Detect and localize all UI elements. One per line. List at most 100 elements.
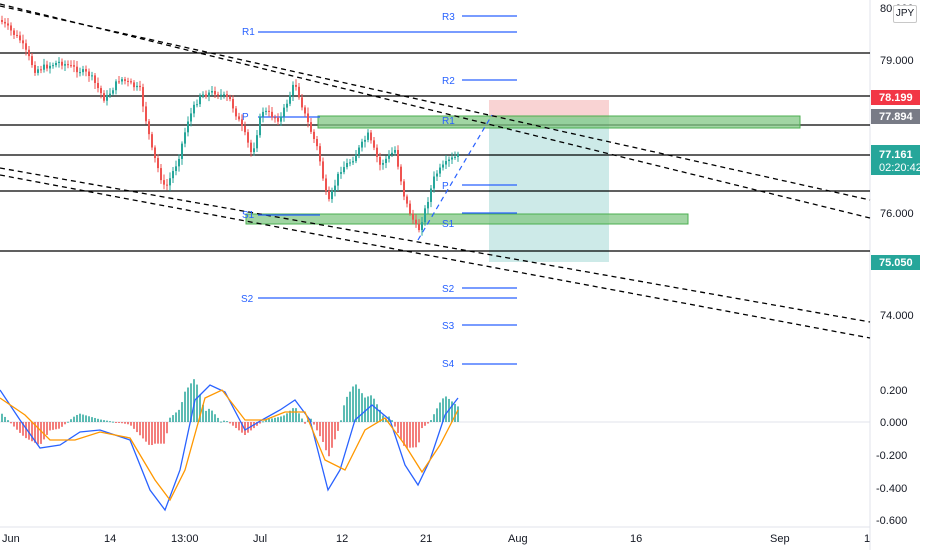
pivot-label-r3: R3 (442, 12, 455, 23)
candle-body (19, 35, 21, 41)
candle-body (304, 107, 306, 114)
macd-histogram-bar (373, 398, 375, 422)
candle-body (97, 82, 99, 89)
pivot-label-s2: S2 (442, 284, 455, 295)
candle-body (61, 61, 63, 66)
macd-histogram-bar (199, 394, 201, 422)
macd-histogram-bar (52, 422, 54, 430)
candle-body (232, 98, 234, 109)
macd-histogram-bar (157, 422, 159, 444)
candle-body (454, 156, 456, 158)
candle-body (331, 190, 333, 200)
macd-histogram-bar (241, 422, 243, 433)
candle-body (88, 71, 90, 76)
macd-histogram-bar (328, 422, 330, 457)
candle-body (370, 132, 372, 141)
candle-body (256, 135, 258, 149)
candle-body (397, 149, 399, 167)
candle-body (1, 20, 3, 22)
macd-histogram-bar (361, 393, 363, 422)
candle-body (436, 173, 438, 177)
time-tick-21: 21 (420, 533, 432, 545)
macd-histogram-bar (85, 415, 87, 422)
macd-histogram-bar (403, 422, 405, 446)
candle-body (352, 161, 354, 163)
macd-histogram-bar (415, 422, 417, 448)
candle-body (253, 148, 255, 153)
candle-body (106, 94, 108, 101)
macd-histogram-bar (235, 422, 237, 429)
macd-histogram-bar (19, 422, 21, 433)
macd-histogram-bar (4, 416, 6, 422)
candle-body (241, 119, 243, 126)
macd-histogram-bar (454, 403, 456, 422)
candle-body (319, 146, 321, 162)
macd-histogram-bar (82, 414, 84, 422)
candle-body (310, 122, 312, 132)
candle-body (292, 84, 294, 96)
candle-body (301, 97, 303, 108)
candle-body (400, 166, 402, 182)
candle-body (361, 141, 363, 148)
position-stop-zone[interactable] (489, 100, 609, 118)
currency-badge[interactable]: JPY (893, 5, 917, 23)
trend-line-upper-2 (0, 5, 871, 201)
macd-histogram (1, 379, 459, 457)
macd-histogram-bar (136, 422, 138, 433)
macd-histogram-bar (181, 402, 183, 422)
demand-zone[interactable] (245, 213, 689, 225)
macd-histogram-bar (175, 412, 177, 422)
candle-body (289, 95, 291, 104)
position-target-zone[interactable] (489, 118, 609, 262)
macd-histogram-bar (130, 422, 132, 426)
candle-body (46, 64, 48, 69)
macd-histogram-bar (295, 408, 297, 422)
trend-lines[interactable] (0, 3, 871, 339)
time-tick-14: 14 (104, 533, 116, 545)
candle-body (316, 139, 318, 147)
macd-histogram-bar (319, 422, 321, 437)
macd-histogram-bar (358, 388, 360, 422)
pivot-label-r1-old: R1 (242, 27, 255, 38)
price-tick-74: 74.000 (880, 310, 914, 322)
macd-histogram-bar (76, 414, 78, 422)
candle-body (163, 180, 165, 185)
candle-body (118, 81, 120, 83)
macd-histogram-bar (43, 422, 45, 440)
macd-histogram-bar (190, 383, 192, 422)
candle-body (40, 69, 42, 71)
candle-body (433, 176, 435, 189)
candle-body (28, 49, 30, 57)
supply-zone[interactable] (317, 115, 801, 129)
projection-line[interactable] (417, 114, 493, 241)
macd-histogram-bar (73, 416, 75, 422)
macd-histogram-bar (238, 422, 240, 431)
macd-histogram-bar (196, 384, 198, 422)
candle-body (343, 167, 345, 173)
candle-body (367, 132, 369, 140)
candle-body (439, 167, 441, 174)
candle-body (265, 110, 267, 112)
macd-histogram-bar (145, 422, 147, 442)
candle-body (421, 222, 423, 231)
candle-body (133, 82, 135, 88)
candle-body (313, 131, 315, 140)
macd-histogram-bar (313, 422, 315, 425)
macd-histogram-bar (445, 396, 447, 422)
macd-histogram-bar (94, 417, 96, 422)
macd-histogram-bar (331, 422, 333, 448)
macd-histogram-bar (316, 422, 318, 431)
candle-body (112, 90, 114, 94)
candle-body (184, 132, 186, 144)
candle-body (151, 134, 153, 148)
macd-histogram-bar (109, 421, 111, 423)
macd-histogram-bar (355, 384, 357, 422)
candle-body (427, 201, 429, 209)
macd-histogram-bar (301, 418, 303, 422)
macd-histogram-bar (49, 422, 51, 431)
candle-body (52, 65, 54, 67)
macd-histogram-bar (292, 408, 294, 422)
time-tick-jul: Jul (253, 533, 267, 545)
candle-body (37, 69, 39, 73)
